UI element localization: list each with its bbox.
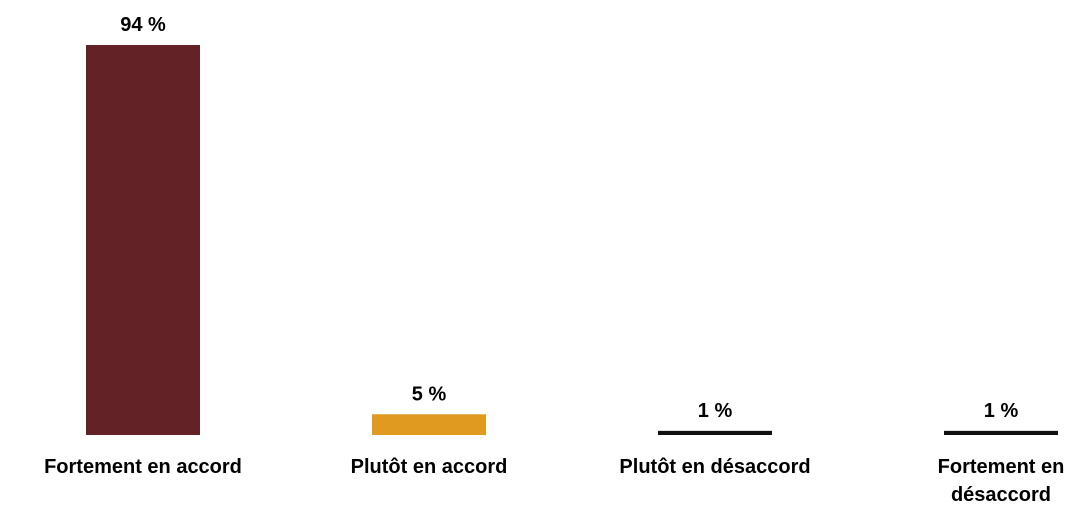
- value-label: 94 %: [120, 14, 166, 36]
- value-label: 5 %: [412, 383, 447, 405]
- bar: [86, 45, 200, 435]
- bar: [658, 430, 772, 435]
- value-label: 1 %: [698, 400, 733, 422]
- bar: [372, 414, 486, 435]
- category-label: Plutôt en désaccord: [619, 456, 811, 478]
- category-label: Fortement en désaccord: [937, 456, 1065, 506]
- bar: [944, 430, 1058, 435]
- value-label: 1 %: [984, 400, 1019, 422]
- category-label: Fortement en accord: [44, 456, 242, 478]
- category-label: Plutôt en accord: [350, 456, 508, 478]
